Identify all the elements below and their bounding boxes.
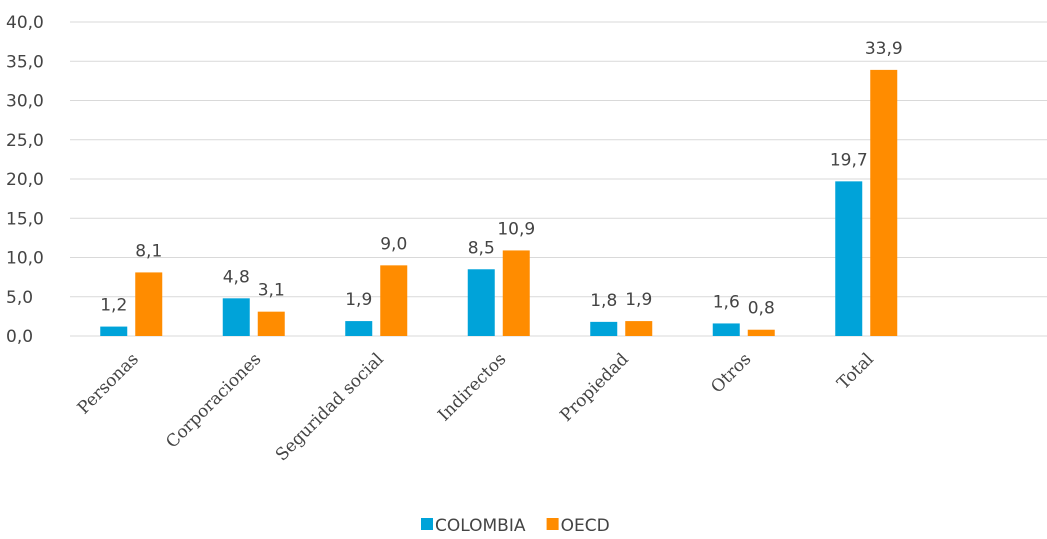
y-tick-label: 0,0 [6, 327, 33, 347]
x-tick-label: Propiedad [556, 349, 633, 426]
bar [380, 265, 408, 336]
legend-label: OECD [561, 516, 610, 536]
bar [590, 321, 618, 336]
bar [502, 250, 530, 336]
bar [835, 181, 863, 336]
bar [870, 69, 898, 336]
bar [100, 326, 128, 336]
bar [712, 323, 740, 336]
y-tick-label: 30,0 [6, 92, 44, 112]
legend-swatch [421, 518, 433, 530]
gridlines [70, 21, 1047, 337]
data-label: 1,2 [100, 296, 127, 316]
x-axis-labels: Personas Corporaciones Seguridad social Ind… [74, 349, 878, 465]
y-tick-label: 25,0 [6, 131, 44, 151]
data-label: 1,9 [625, 290, 652, 310]
x-tick-label: Corporaciones [162, 349, 265, 452]
data-label: 19,7 [830, 150, 868, 170]
y-tick-label: 10,0 [6, 249, 44, 269]
x-tick-label: Otros [707, 349, 755, 397]
data-label: 3,1 [258, 281, 285, 301]
data-label: 10,9 [497, 219, 535, 239]
x-tick-label: Total [833, 349, 877, 393]
bar [625, 321, 653, 336]
bars [100, 69, 898, 336]
data-label: 33,9 [865, 39, 903, 59]
data-labels: 1,2 8,1 4,8 3,1 1,9 9,0 8,510,9 1,8 1,9 1,6 0,8 19,… [100, 39, 902, 319]
y-tick-label: 5,0 [6, 288, 33, 308]
bar [747, 329, 775, 336]
bar [222, 298, 250, 336]
data-label: 1,9 [345, 290, 372, 310]
legend-swatch [546, 518, 559, 530]
bar [345, 321, 373, 336]
bar [135, 272, 163, 336]
y-tick-label: 20,0 [6, 170, 44, 190]
data-label: 1,6 [713, 292, 740, 312]
y-tick-label: 35,0 [6, 52, 44, 72]
data-label: 8,5 [468, 238, 495, 258]
y-tick-label: 15,0 [6, 209, 44, 229]
bar [467, 269, 495, 336]
legend-label: COLOMBIA [435, 516, 526, 536]
bar [257, 311, 285, 336]
data-label: 4,8 [223, 267, 250, 287]
legend: COLOMBIA OECD [421, 516, 610, 536]
x-tick-label: Seguridad social [272, 349, 388, 465]
data-label: 1,8 [590, 291, 617, 311]
data-label: 8,1 [135, 241, 162, 261]
x-tick-label: Indirectos [434, 349, 510, 425]
y-tick-label: 40,0 [6, 13, 44, 33]
y-axis-ticks: 0,0 5,0 10,0 15,0 20,0 25,0 30,0 35,0 40,0 [6, 13, 44, 347]
data-label: 9,0 [380, 234, 407, 254]
x-tick-label: Personas [74, 349, 143, 418]
data-label: 0,8 [748, 299, 775, 319]
